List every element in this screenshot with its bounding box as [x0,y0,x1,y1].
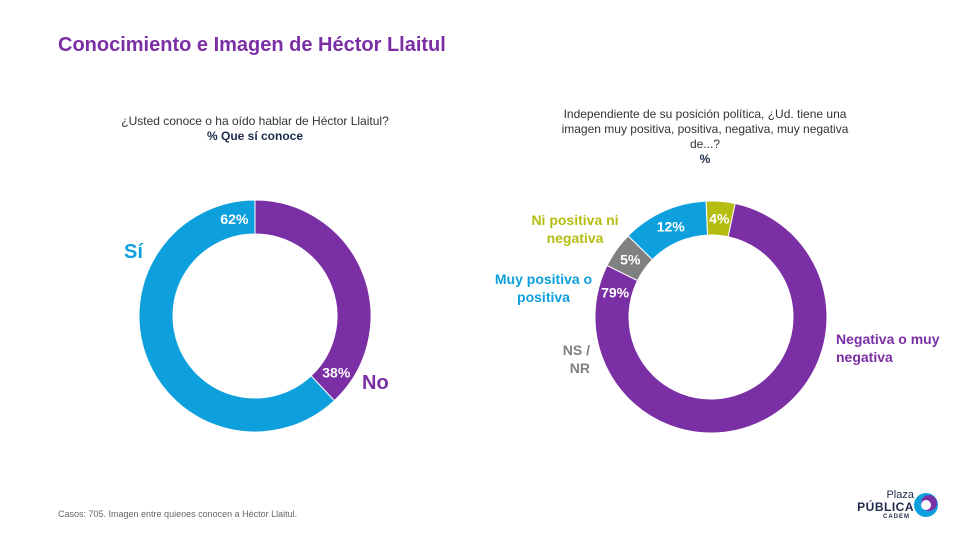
chart2-slice-0 [594,202,828,434]
chart1-question-text: ¿Usted conoce o ha oído hablar de Héctor… [121,114,389,128]
chart1-question: ¿Usted conoce o ha oído hablar de Héctor… [90,114,420,144]
logo-line2: PÚBLICA [857,500,914,514]
chart2-slice-3 [705,200,736,238]
chart2-category-negativa: Negativa o muy negativa [836,331,940,365]
chart1-value-label-1: 38% [322,365,351,381]
plaza-publica-logo: Plaza PÚBLICA CADEM [842,489,942,523]
footer-note: Casos: 705. Imagen entre quienes conocen… [58,509,298,519]
chart2-value-label-3: 4% [709,210,730,226]
speech-bubble-logo-icon [914,493,938,517]
chart1-value-label-0: 62% [220,211,249,227]
logo-line1: Plaza [886,489,914,501]
chart2-question-text: Independiente de su posición política, ¿… [561,107,849,151]
chart2-category-nsnr: NS / NR [562,342,590,376]
page-title: Conocimiento e Imagen de Héctor Llaitul [58,34,446,56]
chart2-value-label-2: 12% [657,219,686,235]
chart2-subtitle: % [699,152,711,166]
chart2-question: Independiente de su posición política, ¿… [545,107,865,167]
chart2-value-label-1: 5% [620,252,641,268]
chart1-slice-0 [138,199,336,433]
chart1-subtitle: % Que sí conoce [206,129,304,143]
chart1-slice-1 [254,199,372,402]
logo-line3: CADEM [883,514,910,520]
chart2-value-label-0: 79% [601,284,630,300]
chart2-category-positiva: Muy positiva o positiva [494,271,593,305]
chart1-category-si: Sí [124,241,143,263]
chart2-category-ni: Ni positiva ni negativa [531,212,619,246]
chart1-category-no: No [362,372,389,394]
